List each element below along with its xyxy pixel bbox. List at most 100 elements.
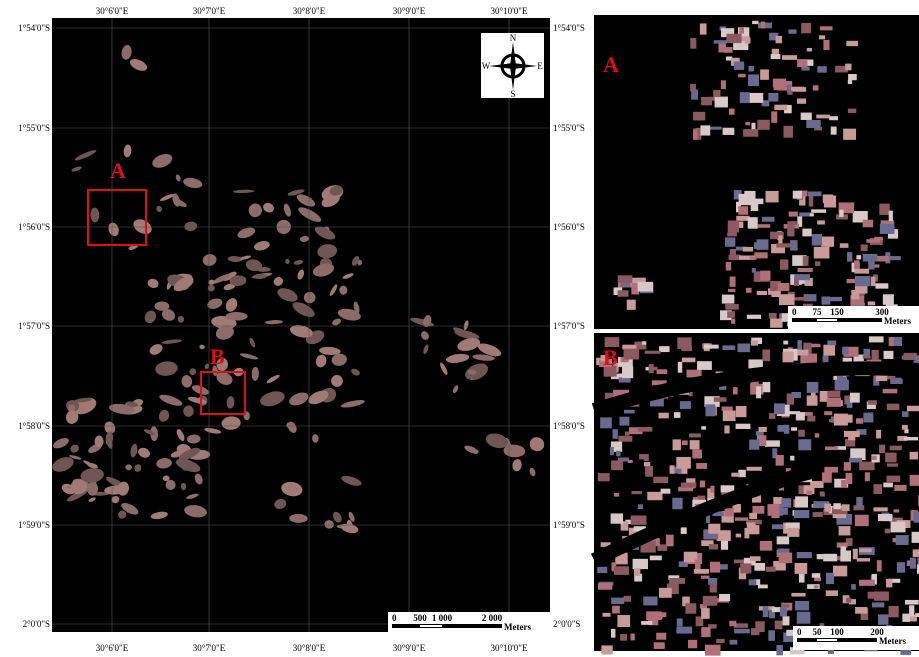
scale-bar: [420, 625, 442, 627]
roof: [620, 283, 630, 287]
longitude-label: 30°8'0"E: [293, 643, 326, 653]
latitude-label: 1°57'0"S: [18, 321, 50, 331]
roof: [758, 224, 771, 228]
roof: [734, 62, 744, 70]
roof: [614, 493, 619, 497]
roof: [802, 229, 811, 237]
roof: [887, 404, 899, 410]
roof: [831, 127, 837, 135]
roof: [631, 515, 647, 524]
roof: [610, 447, 614, 455]
roof: [643, 597, 657, 606]
scale-unit: Meters: [884, 316, 911, 326]
roof: [823, 40, 829, 50]
roof: [853, 549, 858, 559]
roof: [747, 315, 761, 319]
roof: [854, 260, 859, 270]
roof: [799, 574, 805, 583]
roof: [912, 532, 919, 543]
roof: [811, 209, 826, 213]
roof: [736, 424, 751, 429]
roof: [844, 462, 851, 471]
roof: [670, 465, 675, 474]
roof: [791, 427, 797, 431]
roof: [915, 613, 919, 617]
roof: [902, 425, 908, 430]
roof: [738, 206, 748, 215]
roof: [623, 349, 639, 360]
roof: [797, 552, 812, 558]
roof: [746, 288, 752, 293]
roof: [812, 573, 820, 578]
roof: [803, 256, 809, 266]
roof: [875, 283, 888, 288]
roof: [807, 416, 815, 422]
roof: [633, 559, 648, 569]
roof: [797, 98, 806, 103]
roof: [722, 345, 735, 350]
roof: [725, 508, 734, 516]
roof: [727, 232, 737, 236]
roof: [794, 510, 809, 518]
roof: [739, 27, 744, 33]
roof: [865, 472, 870, 481]
roof: [889, 211, 893, 221]
roof: [603, 613, 611, 617]
roof: [787, 221, 796, 225]
roof: [634, 568, 640, 576]
roof: [756, 386, 761, 398]
roof: [797, 612, 811, 624]
roof: [618, 275, 633, 282]
roof: [763, 606, 769, 617]
roof: [833, 514, 847, 518]
roof: [693, 112, 705, 121]
latitude-label: 1°58'0"S: [18, 421, 50, 431]
roof: [598, 583, 612, 590]
roof: [657, 546, 667, 551]
roof: [815, 261, 820, 266]
roof: [748, 74, 759, 86]
roof: [795, 496, 808, 507]
roof: [883, 389, 898, 393]
roof: [758, 585, 768, 589]
roof: [779, 294, 795, 305]
roof: [673, 439, 681, 450]
roof: [680, 401, 691, 409]
roof: [776, 645, 783, 655]
roof: [760, 541, 772, 551]
roof: [890, 446, 902, 451]
roof: [723, 128, 735, 135]
roof: [806, 120, 820, 128]
roof: [887, 463, 898, 466]
roof: [676, 627, 692, 634]
roof: [672, 498, 682, 509]
roof: [843, 129, 856, 140]
roof: [611, 598, 624, 604]
roof: [824, 411, 832, 415]
roof: [840, 546, 846, 553]
roof: [760, 69, 769, 79]
roof: [783, 341, 788, 345]
compass: N S E W: [481, 33, 544, 99]
roof: [839, 210, 843, 217]
latitude-label: 1°54'0"S: [18, 23, 50, 33]
roof: [777, 425, 787, 432]
roof: [824, 504, 831, 512]
roof: [859, 549, 871, 553]
roof: [859, 462, 874, 471]
roof: [777, 536, 789, 544]
inset-label: B: [603, 345, 618, 370]
roof: [868, 301, 875, 305]
roof: [823, 345, 835, 356]
roof: [743, 247, 753, 252]
roof: [726, 262, 731, 270]
roof: [710, 583, 717, 592]
roof: [736, 216, 749, 221]
roof: [826, 590, 838, 596]
roof: [855, 276, 871, 286]
roof: [874, 591, 889, 600]
roof: [611, 629, 615, 638]
roof: [795, 601, 809, 611]
roof: [846, 473, 853, 484]
roof: [722, 407, 733, 411]
